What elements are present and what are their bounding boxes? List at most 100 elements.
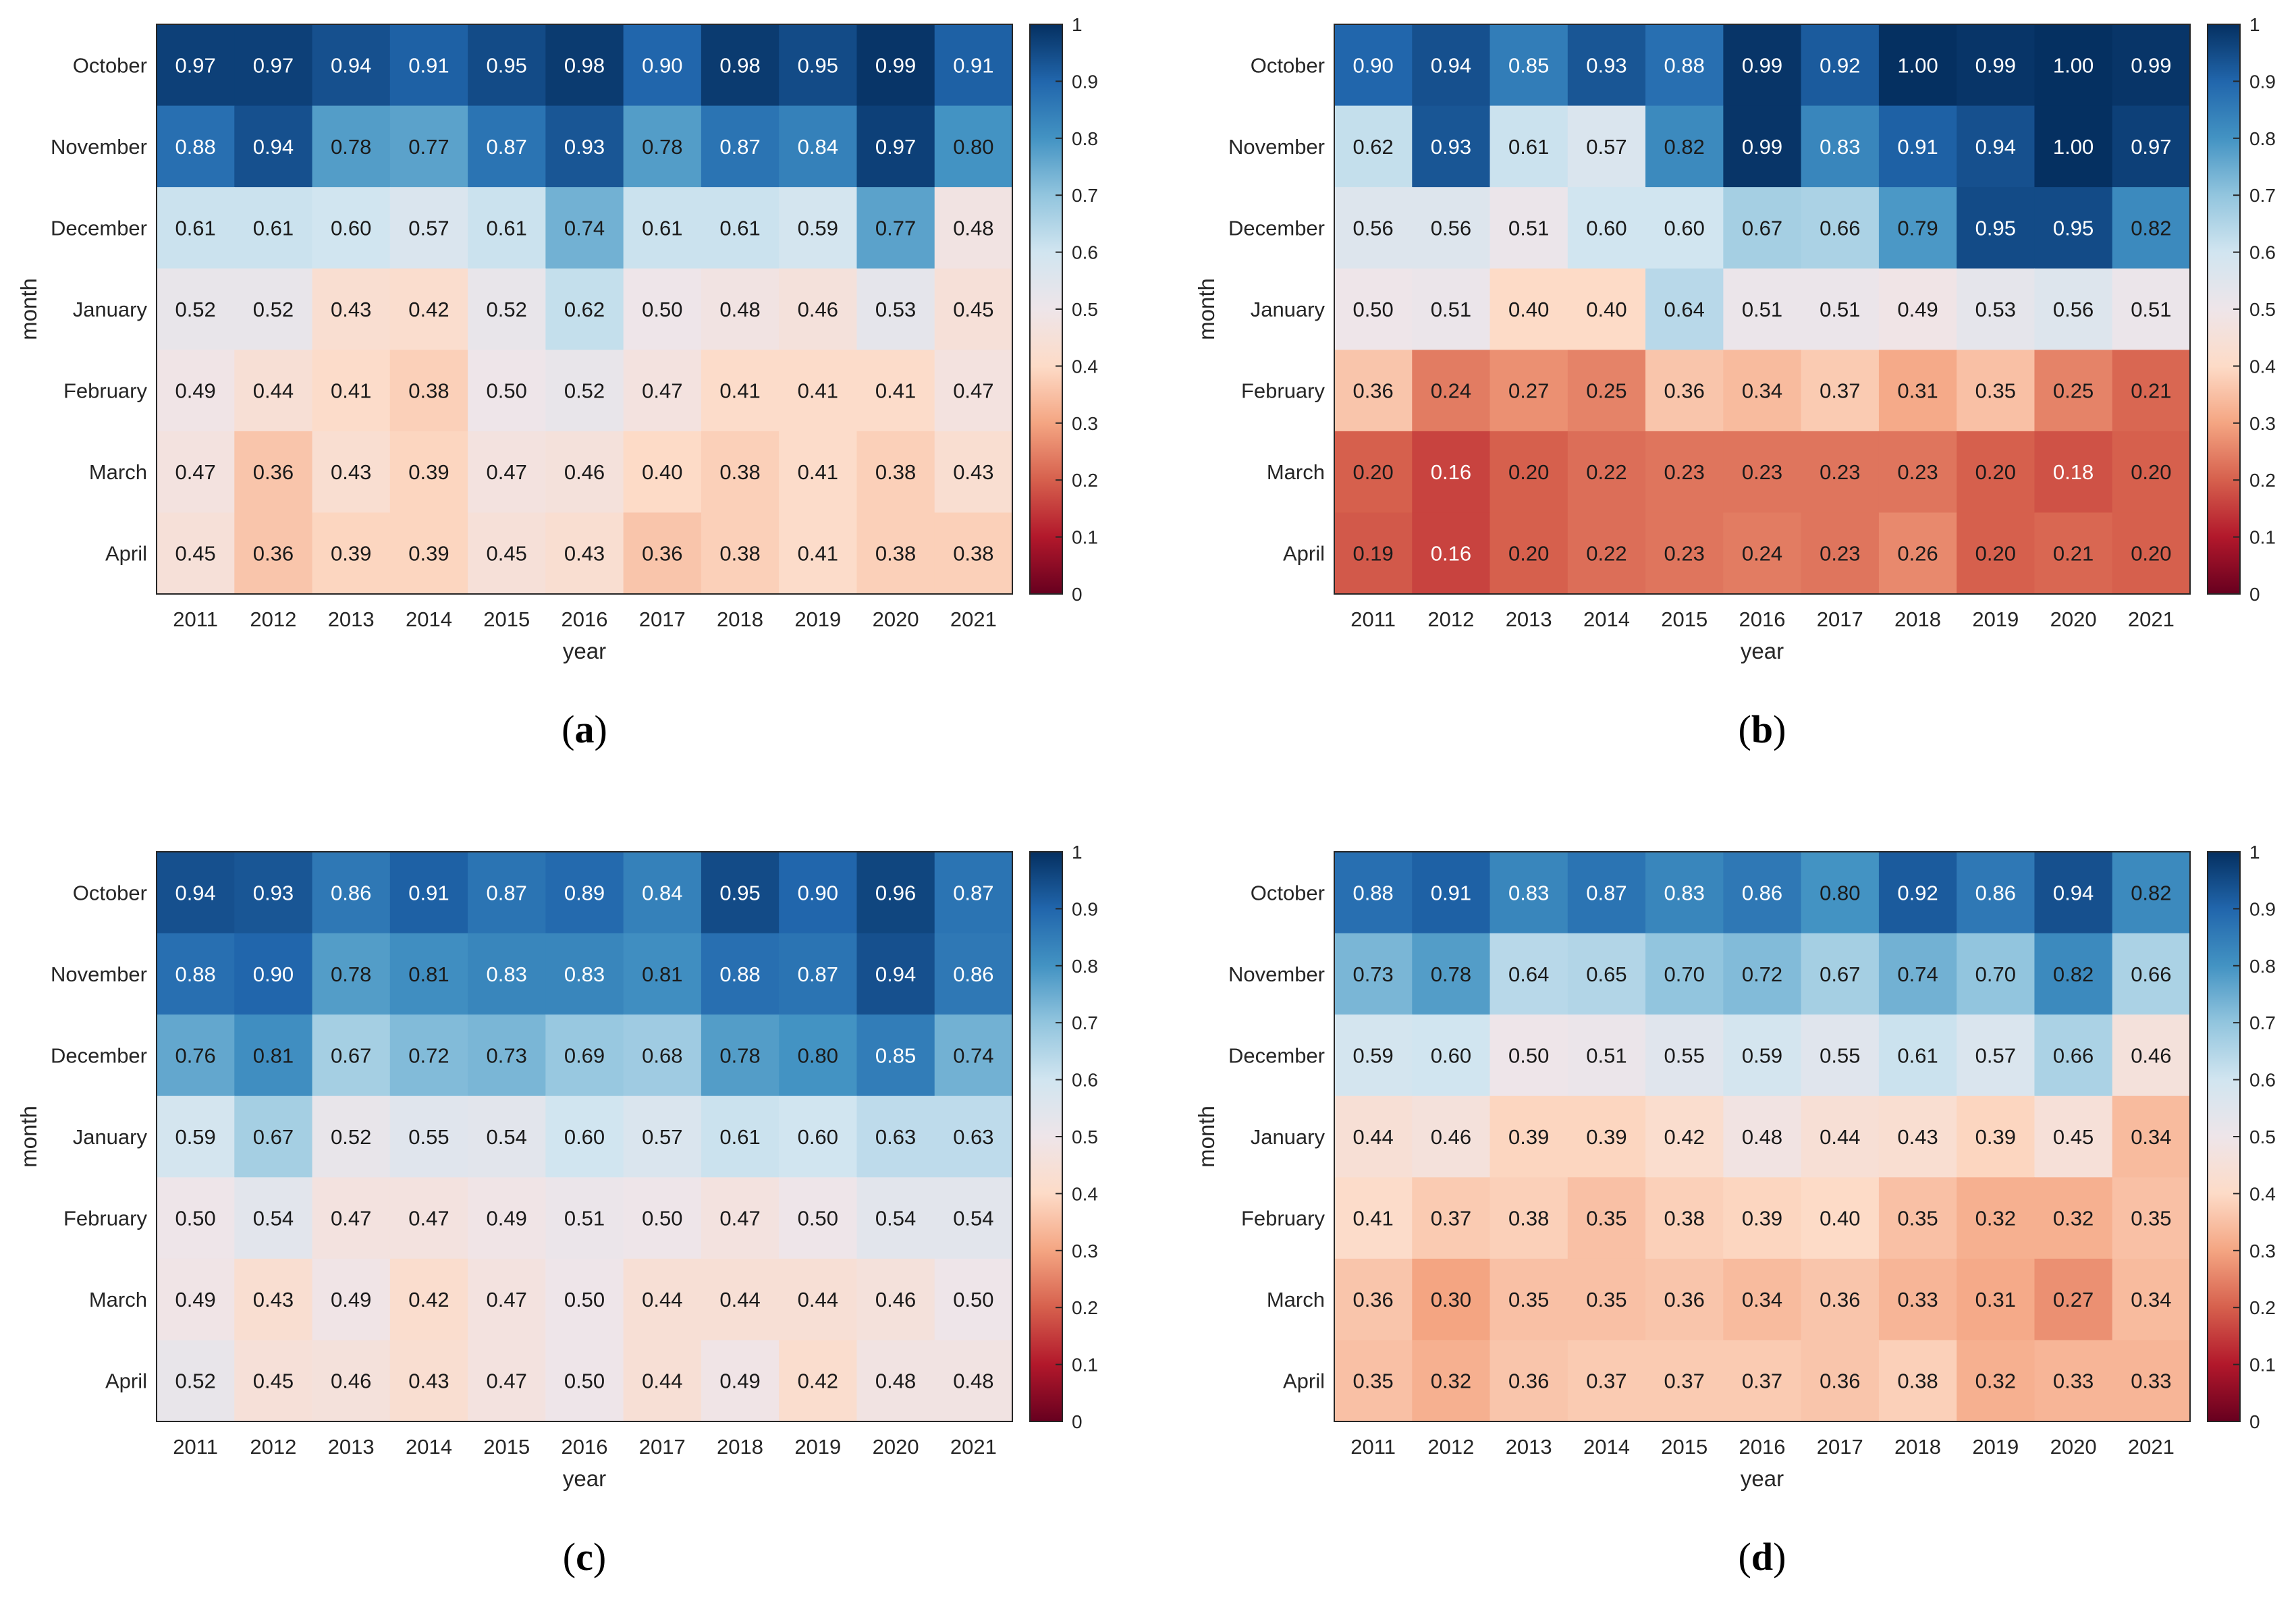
heatmap-cell xyxy=(1957,350,2035,432)
heatmap-cell xyxy=(1412,105,1491,188)
heatmap-cell xyxy=(468,1095,546,1178)
heatmap-cell xyxy=(157,24,235,107)
cell-value-label: 0.59 xyxy=(1352,1043,1393,1067)
heatmap-cell xyxy=(701,431,780,514)
cell-value-label: 0.21 xyxy=(2053,542,2094,566)
heatmap-cell xyxy=(234,1258,313,1341)
heatmap-cell xyxy=(1957,1340,2035,1422)
cell-value-label: 0.52 xyxy=(175,1369,215,1393)
heatmap-cell xyxy=(389,105,468,188)
cell-value-label: 0.46 xyxy=(564,460,605,484)
heatmap-cell xyxy=(1334,431,1413,514)
y-tick-label: February xyxy=(63,1207,148,1230)
heatmap-cell xyxy=(1567,187,1646,269)
cell-value-label: 0.83 xyxy=(487,962,527,986)
cell-value-label: 0.82 xyxy=(2131,881,2171,904)
heatmap-cell xyxy=(1412,852,1491,934)
x-tick-label: 2021 xyxy=(950,1435,997,1459)
heatmap-cell xyxy=(1957,105,2035,188)
cell-value-label: 0.41 xyxy=(798,379,838,403)
cell-value-label: 0.51 xyxy=(564,1207,605,1230)
x-tick-label: 2018 xyxy=(1894,1435,1941,1459)
cell-value-label: 0.50 xyxy=(175,1207,215,1230)
heatmap-cell xyxy=(234,105,313,188)
heatmap-cell xyxy=(2034,24,2113,107)
heatmap-cell xyxy=(856,1095,935,1178)
heatmap-cell xyxy=(1878,1177,1957,1259)
cell-value-label: 0.47 xyxy=(953,379,993,403)
cell-value-label: 0.36 xyxy=(1352,379,1393,403)
y-tick-label: November xyxy=(1228,962,1325,986)
heatmap-cell xyxy=(234,350,313,432)
heatmap-cell xyxy=(1878,1095,1957,1178)
cell-value-label: 0.27 xyxy=(2053,1288,2094,1311)
heatmap-cell xyxy=(1723,24,1802,107)
heatmap-cell xyxy=(1645,1177,1724,1259)
cell-value-label: 0.35 xyxy=(1586,1288,1627,1311)
heatmap-cell xyxy=(2112,1340,2191,1422)
heatmap-cell xyxy=(312,1095,391,1178)
x-tick-label: 2013 xyxy=(1506,607,1552,631)
heatmap-cell xyxy=(1334,852,1413,934)
heatmap-cell xyxy=(312,1340,391,1422)
heatmap-cell xyxy=(1957,1014,2035,1097)
heatmap-cell xyxy=(1878,1258,1957,1341)
cell-value-label: 0.87 xyxy=(798,962,838,986)
heatmap-cell xyxy=(1957,24,2035,107)
heatmap-cell xyxy=(389,1014,468,1097)
panel-letter: a xyxy=(575,707,595,751)
heatmap-cell xyxy=(2112,1258,2191,1341)
cell-value-label: 0.25 xyxy=(2053,379,2094,403)
cell-value-label: 0.48 xyxy=(953,1369,993,1393)
cell-value-label: 0.94 xyxy=(331,53,371,77)
cell-value-label: 0.48 xyxy=(1742,1125,1782,1149)
colorbar-tick-label: 0.7 xyxy=(2249,1012,2276,1033)
heatmap-cell xyxy=(934,852,1013,934)
heatmap-cell xyxy=(545,852,624,934)
heatmap-cell xyxy=(1489,1258,1568,1341)
heatmap-cell xyxy=(856,105,935,188)
colorbar-tick-label: 1 xyxy=(2249,14,2260,35)
colorbar-tick-label: 0.6 xyxy=(2249,1070,2276,1091)
colorbar-tick-label: 0.9 xyxy=(2249,898,2276,919)
heatmap-cell xyxy=(157,1095,235,1178)
cell-value-label: 0.36 xyxy=(253,542,294,566)
cell-value-label: 0.60 xyxy=(1586,216,1627,240)
heatmap-cell xyxy=(1567,933,1646,1015)
panel-caption: (c) xyxy=(563,1535,606,1579)
heatmap-cell xyxy=(701,105,780,188)
cell-value-label: 0.98 xyxy=(564,53,605,77)
cell-value-label: 0.55 xyxy=(1664,1043,1705,1067)
cell-value-label: 0.30 xyxy=(1431,1288,1471,1311)
cell-value-label: 0.59 xyxy=(798,216,838,240)
cell-value-label: 0.39 xyxy=(331,542,371,566)
heatmap-cell xyxy=(389,431,468,514)
cell-value-label: 0.22 xyxy=(1586,460,1627,484)
heatmap-cell xyxy=(2112,1014,2191,1097)
cell-value-label: 0.37 xyxy=(1664,1369,1705,1393)
heatmap-cell xyxy=(1567,268,1646,350)
cell-value-label: 0.83 xyxy=(1820,135,1860,159)
heatmap-cell xyxy=(1567,1014,1646,1097)
heatmap-cell xyxy=(623,512,702,595)
heatmap-cell xyxy=(1489,268,1568,350)
cell-value-label: 0.60 xyxy=(331,216,371,240)
cell-value-label: 0.83 xyxy=(1508,881,1549,904)
cell-value-label: 1.00 xyxy=(2053,135,2094,159)
cell-value-label: 0.53 xyxy=(1975,298,2016,321)
cell-value-label: 0.40 xyxy=(1820,1207,1860,1230)
y-tick-label: April xyxy=(105,542,147,566)
heatmap-cell xyxy=(1723,105,1802,188)
heatmap-cell xyxy=(1723,512,1802,595)
cell-value-label: 0.77 xyxy=(408,135,449,159)
cell-value-label: 0.94 xyxy=(175,881,215,904)
cell-value-label: 0.44 xyxy=(798,1288,838,1311)
x-tick-label: 2016 xyxy=(1739,1435,1786,1459)
cell-value-label: 0.20 xyxy=(1975,542,2016,566)
cell-value-label: 0.67 xyxy=(1820,962,1860,986)
cell-value-label: 0.49 xyxy=(175,379,215,403)
cell-value-label: 0.39 xyxy=(1508,1125,1549,1149)
cell-value-label: 0.47 xyxy=(175,460,215,484)
heatmap-cell xyxy=(2112,187,2191,269)
heatmap-cell xyxy=(312,1014,391,1097)
